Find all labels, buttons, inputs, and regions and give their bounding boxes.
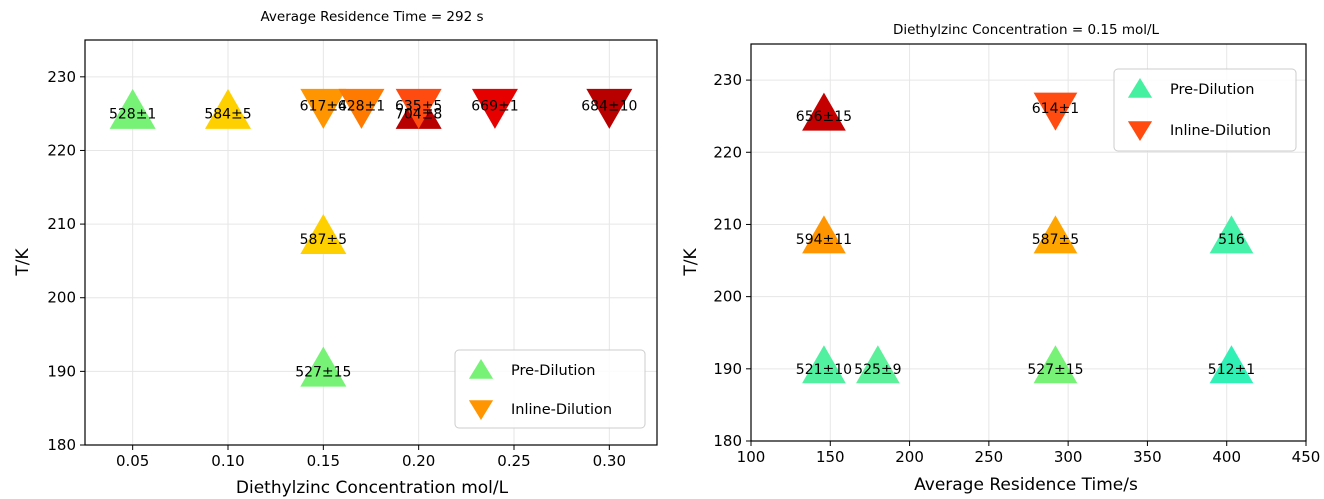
- data-label: 628±1: [338, 99, 385, 115]
- legend-box: [454, 349, 646, 429]
- axis-ticks: 100 150 200 250 300 350 400 450 180 190 200 210 220 2…: [713, 71, 1320, 466]
- data-point-up-3: [300, 346, 347, 387]
- left-chart-title: Average Residence Time = 292 s: [260, 9, 483, 25]
- data-label: 512±1: [1208, 362, 1255, 378]
- legend-marker-down: [468, 400, 494, 420]
- legend-marker-up: [468, 359, 494, 379]
- y-tick-label: 220: [47, 141, 76, 159]
- left-y-axis-label: T/K: [13, 248, 33, 277]
- data-point-up-3: [856, 345, 900, 384]
- x-tick-label: 0.10: [211, 452, 244, 470]
- x-tick-label: 0.20: [402, 452, 435, 470]
- data-label: 656±15: [796, 109, 852, 125]
- data-point-down-5: [300, 88, 347, 129]
- y-tick-label: 180: [713, 432, 742, 450]
- legend-marker-up: [1127, 78, 1153, 98]
- y-tick-label: 220: [713, 143, 742, 161]
- x-tick-label: 200: [895, 448, 924, 466]
- plot-frame: [750, 43, 1307, 442]
- legend-box: [1113, 68, 1297, 152]
- data-point-down-6: [338, 88, 385, 129]
- data-point-down-9: [586, 88, 633, 129]
- data-label: 525±9: [854, 362, 901, 378]
- x-tick-label: 0.30: [593, 452, 626, 470]
- right-chart: Diethylzinc Concentration = 0.15 mol/L A…: [681, 22, 1320, 495]
- left-chart: Average Residence Time = 292 s Diethylzi…: [13, 9, 658, 498]
- x-tick-label: 0.15: [307, 452, 340, 470]
- data-label: 669±1: [471, 99, 518, 115]
- data-point-up-6: [1209, 215, 1254, 254]
- legend-label: Pre-Dilution: [1170, 82, 1254, 98]
- data-label: 635±5: [395, 99, 442, 115]
- data-label: 527±15: [295, 364, 351, 380]
- legend-label: Inline-Dilution: [1170, 123, 1271, 139]
- data-point-up-5: [1033, 345, 1078, 384]
- data-point-up-2: [300, 214, 347, 255]
- axis-ticks: 0.05 0.10 0.15 0.20 0.25 0.30 180 190 200 210 220 2…: [47, 68, 626, 470]
- y-tick-label: 200: [47, 289, 76, 307]
- right-x-axis-label: Average Residence Time/s: [914, 475, 1138, 495]
- data-label: 527±15: [1027, 362, 1083, 378]
- right-chart-title: Diethylzinc Concentration = 0.15 mol/L: [893, 22, 1160, 38]
- x-tick-label: 0.25: [497, 452, 530, 470]
- plot-frame: [84, 39, 658, 446]
- x-tick-label: 300: [1054, 448, 1083, 466]
- data-point-down-8: [1033, 92, 1078, 131]
- data-label: 584±5: [204, 107, 251, 123]
- x-tick-label: 250: [975, 448, 1004, 466]
- data-point-down-7: [395, 88, 442, 129]
- data-point-up-2: [802, 345, 846, 384]
- legend-marker-down: [1127, 121, 1153, 141]
- x-tick-label: 450: [1292, 448, 1321, 466]
- data-label: 704±8: [395, 107, 442, 123]
- data-point-down-8: [471, 88, 518, 129]
- data-label: 684±10: [581, 99, 637, 115]
- right-y-axis-label: T/K: [681, 248, 701, 277]
- data-label: 521±10: [796, 362, 852, 378]
- data-point-up-0: [109, 88, 156, 129]
- x-tick-label: 400: [1212, 448, 1241, 466]
- data-label: 614±1: [1032, 101, 1079, 117]
- x-tick-label: 150: [816, 448, 845, 466]
- data-label: 516: [1218, 232, 1245, 248]
- data-labels: 656±15 594±11 521±10 525±9 587±5 527±15 516 512…: [796, 101, 1255, 378]
- y-tick-label: 210: [713, 215, 742, 233]
- legend-label: Inline-Dilution: [511, 402, 612, 418]
- data-markers: [802, 92, 1254, 384]
- y-tick-label: 180: [47, 436, 76, 454]
- data-point-up-0: [802, 92, 846, 131]
- data-point-up-4: [1033, 215, 1078, 254]
- data-label: 587±5: [1032, 232, 1079, 248]
- data-label: 617±4: [300, 99, 347, 115]
- legend: Pre-Dilution Inline-Dilution: [454, 349, 646, 429]
- y-tick-label: 190: [47, 362, 76, 380]
- data-point-up-1: [205, 88, 251, 129]
- y-tick-label: 230: [713, 71, 742, 89]
- data-label: 528±1: [109, 107, 156, 123]
- y-tick-label: 230: [47, 68, 76, 86]
- legend: Pre-Dilution Inline-Dilution: [1113, 68, 1297, 152]
- data-label: 594±11: [796, 232, 852, 248]
- x-tick-label: 350: [1133, 448, 1162, 466]
- legend-label: Pre-Dilution: [511, 363, 595, 379]
- y-tick-label: 210: [47, 215, 76, 233]
- data-label: 587±5: [300, 232, 347, 248]
- x-tick-label: 0.05: [116, 452, 149, 470]
- y-tick-label: 190: [713, 360, 742, 378]
- y-tick-label: 200: [713, 288, 742, 306]
- left-x-axis-label: Diethylzinc Concentration mol/L: [236, 478, 509, 498]
- data-point-up-7: [1209, 345, 1254, 384]
- x-tick-label: 100: [737, 448, 766, 466]
- data-point-up-1: [802, 215, 846, 254]
- data-markers: [109, 88, 633, 387]
